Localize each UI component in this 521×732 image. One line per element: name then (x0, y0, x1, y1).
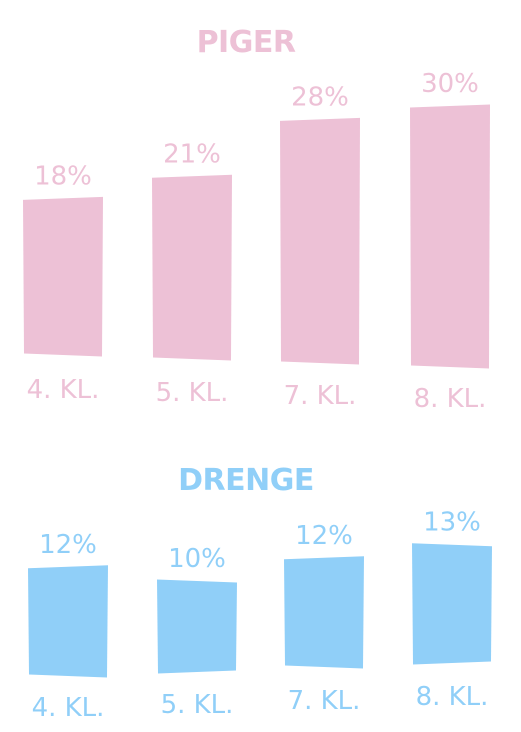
boys-category-label-3: 7. KL. (288, 686, 361, 716)
boys-value-label-3: 12% (295, 521, 353, 551)
girls-category-label-1: 4. KL. (27, 375, 100, 405)
girls-bar-1 (23, 196, 103, 357)
boys-bar-1 (28, 565, 108, 678)
boys-category-label-4: 8. KL. (416, 682, 489, 712)
boys-category-label-1: 4. KL. (32, 693, 105, 723)
girls-category-label-4: 8. KL. (414, 384, 487, 414)
girls-chart-title: PIGER (197, 25, 296, 60)
boys-chart-panel: DRENGE 12% 4. KL. 10% 5. KL. 12% 7. KL. 13% 8. … (28, 463, 492, 723)
girls-value-label-3: 28% (291, 82, 349, 112)
girls-category-label-2: 5. KL. (156, 378, 229, 408)
girls-bar-4 (410, 104, 490, 369)
girls-bar-3 (280, 117, 360, 365)
girls-chart-panel: PIGER 18% 4. KL. 21% 5. KL. 28% 7. KL. 30% 8. K… (23, 25, 490, 414)
girls-value-label-1: 18% (34, 161, 92, 191)
boys-bar-3 (284, 556, 364, 669)
girls-bar-2 (152, 174, 232, 361)
boys-value-label-1: 12% (39, 530, 97, 560)
boys-value-label-2: 10% (168, 544, 226, 574)
boys-bar-2 (157, 579, 237, 674)
boys-category-label-2: 5. KL. (161, 690, 234, 720)
girls-value-label-4: 30% (421, 69, 479, 99)
boys-value-label-4: 13% (423, 508, 481, 538)
boys-bar-4 (412, 543, 492, 665)
girls-category-label-3: 7. KL. (284, 381, 357, 411)
boys-chart-title: DRENGE (178, 463, 314, 498)
girls-value-label-2: 21% (163, 139, 221, 169)
